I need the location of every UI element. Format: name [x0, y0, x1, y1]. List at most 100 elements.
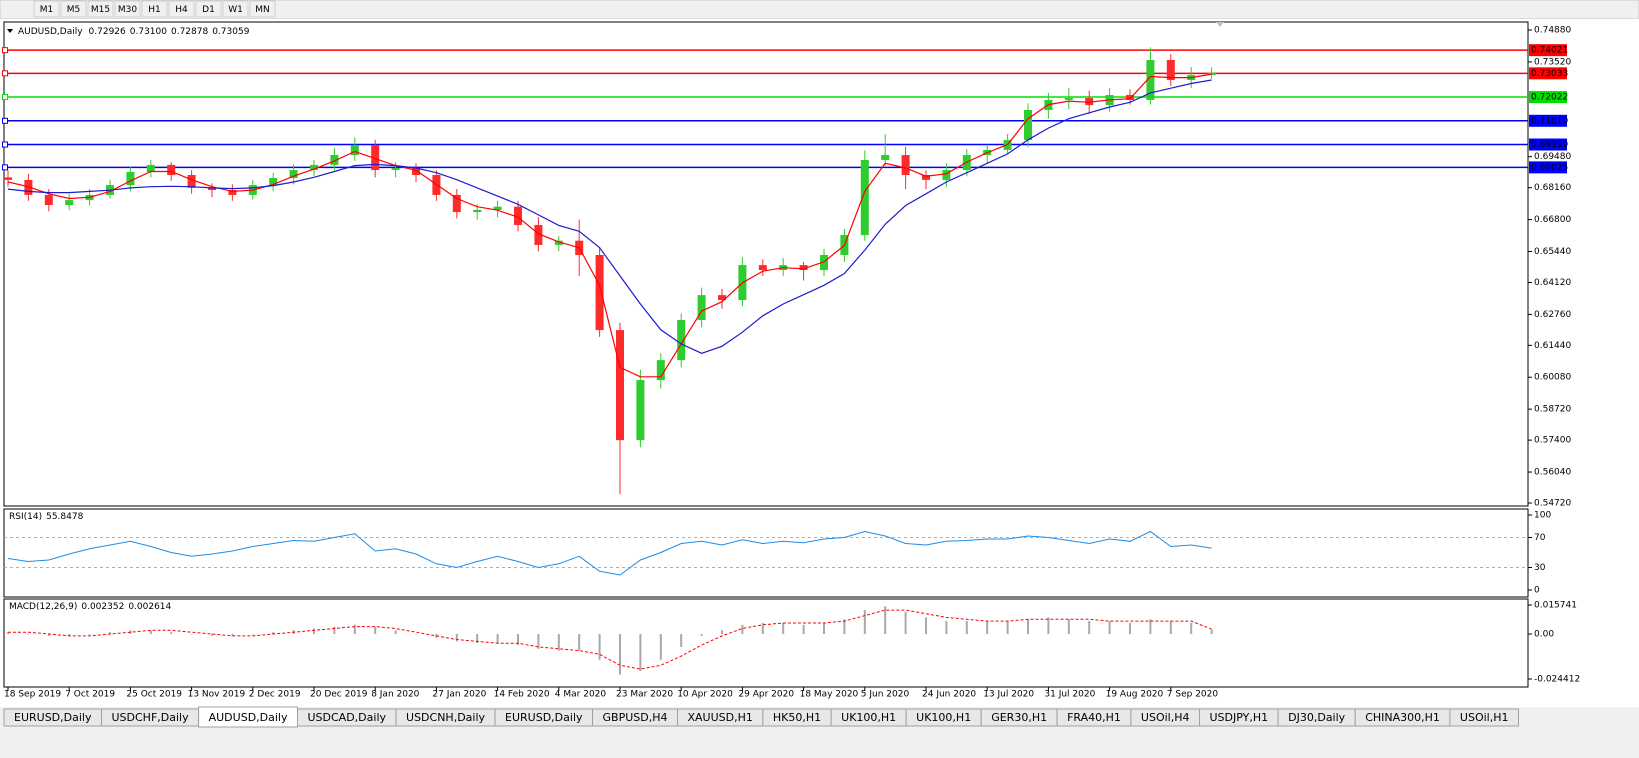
macd-bar	[251, 634, 254, 635]
macd-bar	[455, 634, 458, 642]
x-tick-label: 4 Mar 2020	[555, 690, 607, 700]
candle-body	[310, 164, 318, 171]
timeframe-button[interactable]	[249, 0, 276, 18]
candle-body	[126, 171, 135, 186]
macd-bar	[1108, 621, 1111, 635]
chart-tab[interactable]: GER30,H1	[980, 708, 1058, 727]
timeframe-button[interactable]	[114, 0, 141, 18]
chart-tab[interactable]: GBPUSD,H4	[592, 708, 678, 727]
macd-bar	[965, 621, 968, 635]
candle-body	[922, 174, 930, 180]
timeframe-button[interactable]	[195, 0, 222, 18]
y-tick-label: 0.64120	[1534, 278, 1571, 288]
macd-bar	[1169, 621, 1172, 635]
macd-bar	[843, 619, 846, 635]
chart-tab[interactable]: USOil,H1	[1449, 708, 1519, 727]
chart-tab[interactable]: AUDUSD,Daily	[198, 706, 298, 728]
tab-background	[1449, 708, 1519, 727]
macd-main: 0.002352	[81, 602, 124, 612]
level-label-box	[1529, 114, 1567, 127]
candle-body	[656, 360, 665, 381]
x-tick-label: 13 Nov 2019	[188, 690, 246, 700]
candle-body	[330, 155, 339, 165]
tab-label: CHINA300,H1	[1365, 711, 1440, 724]
x-tick-label: 20 Dec 2019	[310, 690, 368, 700]
candle-body	[269, 178, 278, 186]
chart-tab[interactable]: HK50,H1	[762, 708, 832, 727]
level-label: 0.73033	[1531, 69, 1568, 79]
y-tick-label: 0	[1534, 586, 1540, 596]
macd-bar	[88, 634, 91, 635]
timeframe-button[interactable]	[33, 0, 60, 18]
x-tick-label: 7 Sep 2020	[1167, 690, 1219, 700]
candle-body	[1146, 60, 1155, 100]
level-handle	[2, 94, 8, 101]
tab-label: UK100,H1	[916, 711, 971, 724]
macd-bar	[782, 622, 785, 635]
candle-body	[799, 265, 808, 271]
plots: M1 M5 M15 M30 H1 H4 D1 W1 MN 0.74880 0.73520 0.6948…	[2, 0, 1580, 700]
candle-body	[718, 295, 726, 301]
chart-tab[interactable]: USDCHF,Daily	[100, 708, 200, 727]
candle-body	[65, 200, 74, 206]
level-label: 0.74021	[1531, 46, 1568, 56]
tab-label: AUDUSD,Daily	[209, 711, 288, 724]
macd-bar	[27, 634, 30, 635]
y-tick-label: 0.60080	[1534, 373, 1571, 383]
candle-body	[860, 159, 869, 236]
chart-tab[interactable]: EURUSD,Daily	[3, 708, 102, 727]
chart-tab[interactable]: USOil,H4	[1130, 708, 1200, 727]
timeframe-button[interactable]	[141, 0, 168, 18]
timeframe-button[interactable]	[168, 0, 195, 18]
macd-bar	[476, 634, 479, 644]
chart-tab[interactable]: USDCAD,Daily	[297, 708, 397, 727]
chart-window	[0, 19, 1639, 707]
timeframe-label: D1	[202, 5, 215, 15]
candle-body	[820, 255, 828, 271]
candle-body	[228, 190, 237, 195]
timeframe-button[interactable]	[87, 0, 114, 18]
chart-tab[interactable]: FRA40,H1	[1056, 708, 1132, 727]
candle-body	[289, 170, 298, 179]
macd-bar	[619, 634, 621, 675]
macd-bar	[1149, 619, 1152, 635]
candle-body	[942, 170, 951, 180]
y-tick-label: 0.00	[1534, 630, 1554, 640]
candle-body	[146, 164, 155, 172]
chart-tab[interactable]: CHINA300,H1	[1354, 708, 1451, 727]
moving-average	[7, 73, 1212, 378]
macd-bar	[1210, 629, 1213, 635]
tab-label: USDJPY,H1	[1210, 711, 1269, 724]
macd-bar	[1190, 622, 1193, 635]
macd-bar	[496, 634, 499, 644]
chart-header: AUDUSD,Daily 0.72926 0.73100 0.72878 0.73059	[18, 27, 250, 37]
macd-bar	[170, 632, 173, 635]
level-label-box	[1529, 67, 1567, 80]
macd-bar	[353, 624, 356, 635]
macd-bar	[1088, 621, 1091, 635]
chart-tab[interactable]: USDJPY,H1	[1199, 708, 1279, 727]
timeframe-button[interactable]	[60, 0, 87, 18]
tab-label: UK100,H1	[841, 711, 896, 724]
chart-tab[interactable]: EURUSD,Daily	[494, 708, 594, 727]
timeframe-label: MN	[255, 5, 270, 15]
tab-label: USOil,H1	[1460, 711, 1509, 724]
chart-tab[interactable]: XAUUSD,H1	[677, 708, 764, 727]
chart-tab[interactable]: DJ30,Daily	[1277, 708, 1356, 727]
candle-body	[595, 255, 604, 331]
level-handle	[2, 117, 8, 124]
candle-body	[350, 144, 359, 156]
chart-tab[interactable]: USDCNH,Daily	[395, 708, 496, 727]
x-tick-label: 18 Sep 2019	[4, 690, 61, 700]
chart-tab[interactable]: UK100,H1	[830, 708, 907, 727]
chart-tab[interactable]: UK100,H1	[905, 708, 982, 727]
y-tick-label: 0.56040	[1534, 468, 1571, 478]
level-label: 0.69999	[1531, 140, 1568, 150]
x-tick-label: 2 Dec 2019	[249, 690, 301, 700]
timeframe-button[interactable]	[222, 0, 249, 18]
macd-bar	[680, 634, 683, 647]
candle-body	[391, 167, 400, 171]
timeframe-label: H1	[148, 5, 161, 15]
macd-bar	[47, 634, 50, 636]
